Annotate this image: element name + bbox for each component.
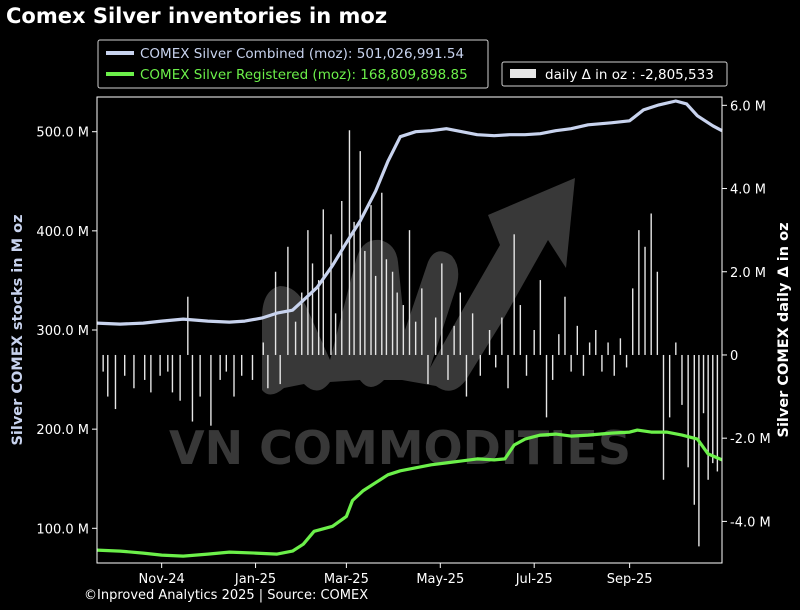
y-tick-label-right: 4.0 M: [730, 183, 766, 198]
legend-label-daily: daily Δ in oz : -2,805,533: [545, 67, 714, 83]
x-tick-label: May-25: [416, 572, 464, 587]
y-tick-label-left: 400.0 M: [36, 225, 89, 240]
y-tick-label-right: -2.0 M: [730, 432, 771, 447]
footer-source: ©Inproved Analytics 2025 | Source: COMEX: [84, 588, 369, 603]
y-tick-label-left: 100.0 M: [36, 522, 89, 537]
watermark-text: VN COMMODITIES: [169, 421, 631, 475]
inventory-lines: [96, 99, 723, 558]
y-tick-label-left: 500.0 M: [36, 126, 89, 141]
x-tick-label: Jan-25: [234, 572, 276, 587]
y-tick-label-left: 300.0 M: [36, 324, 89, 339]
legend-swatch-daily: [510, 69, 536, 78]
legend-main: COMEX Silver Combined (moz): 501,026,991…: [97, 39, 489, 89]
y-tick-label-right: -4.0 M: [730, 515, 771, 530]
chart-title: Comex Silver inventories in moz: [6, 4, 388, 28]
combined-series-line: [96, 99, 723, 326]
watermark-logo: VN COMMODITIES: [169, 178, 631, 475]
x-tick-label: Nov-24: [139, 572, 185, 587]
legend-label-registered: COMEX Silver Registered (moz): 168,809,8…: [140, 67, 468, 83]
daily-delta-bars: [102, 130, 719, 547]
y-tick-label-right: 2.0 M: [730, 266, 766, 281]
y-tick-label-left: 200.0 M: [36, 423, 89, 438]
x-tick-label: Sep-25: [607, 572, 653, 587]
registered-series-line: [96, 428, 723, 558]
y-axis-label-left: Silver COMEX stocks in M oz: [10, 214, 26, 445]
y-axis-label-right: Silver COMEX daily Δ in oz: [776, 222, 792, 437]
axes: 100.0 M 200.0 M 300.0 M 400.0 M 500.0 M -4.0 …: [36, 96, 771, 587]
x-tick-label: Jul-25: [515, 572, 553, 587]
legend-daily: daily Δ in oz : -2,805,533: [501, 61, 728, 87]
y-tick-label-right: 6.0 M: [730, 99, 766, 114]
legend-label-combined: COMEX Silver Combined (moz): 501,026,991…: [140, 46, 464, 62]
y-tick-label-right: 0: [730, 349, 738, 364]
x-tick-label: Mar-25: [324, 572, 369, 587]
